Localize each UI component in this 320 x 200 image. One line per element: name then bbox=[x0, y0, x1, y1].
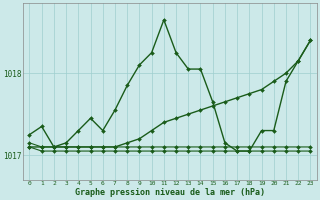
X-axis label: Graphe pression niveau de la mer (hPa): Graphe pression niveau de la mer (hPa) bbox=[75, 188, 265, 197]
